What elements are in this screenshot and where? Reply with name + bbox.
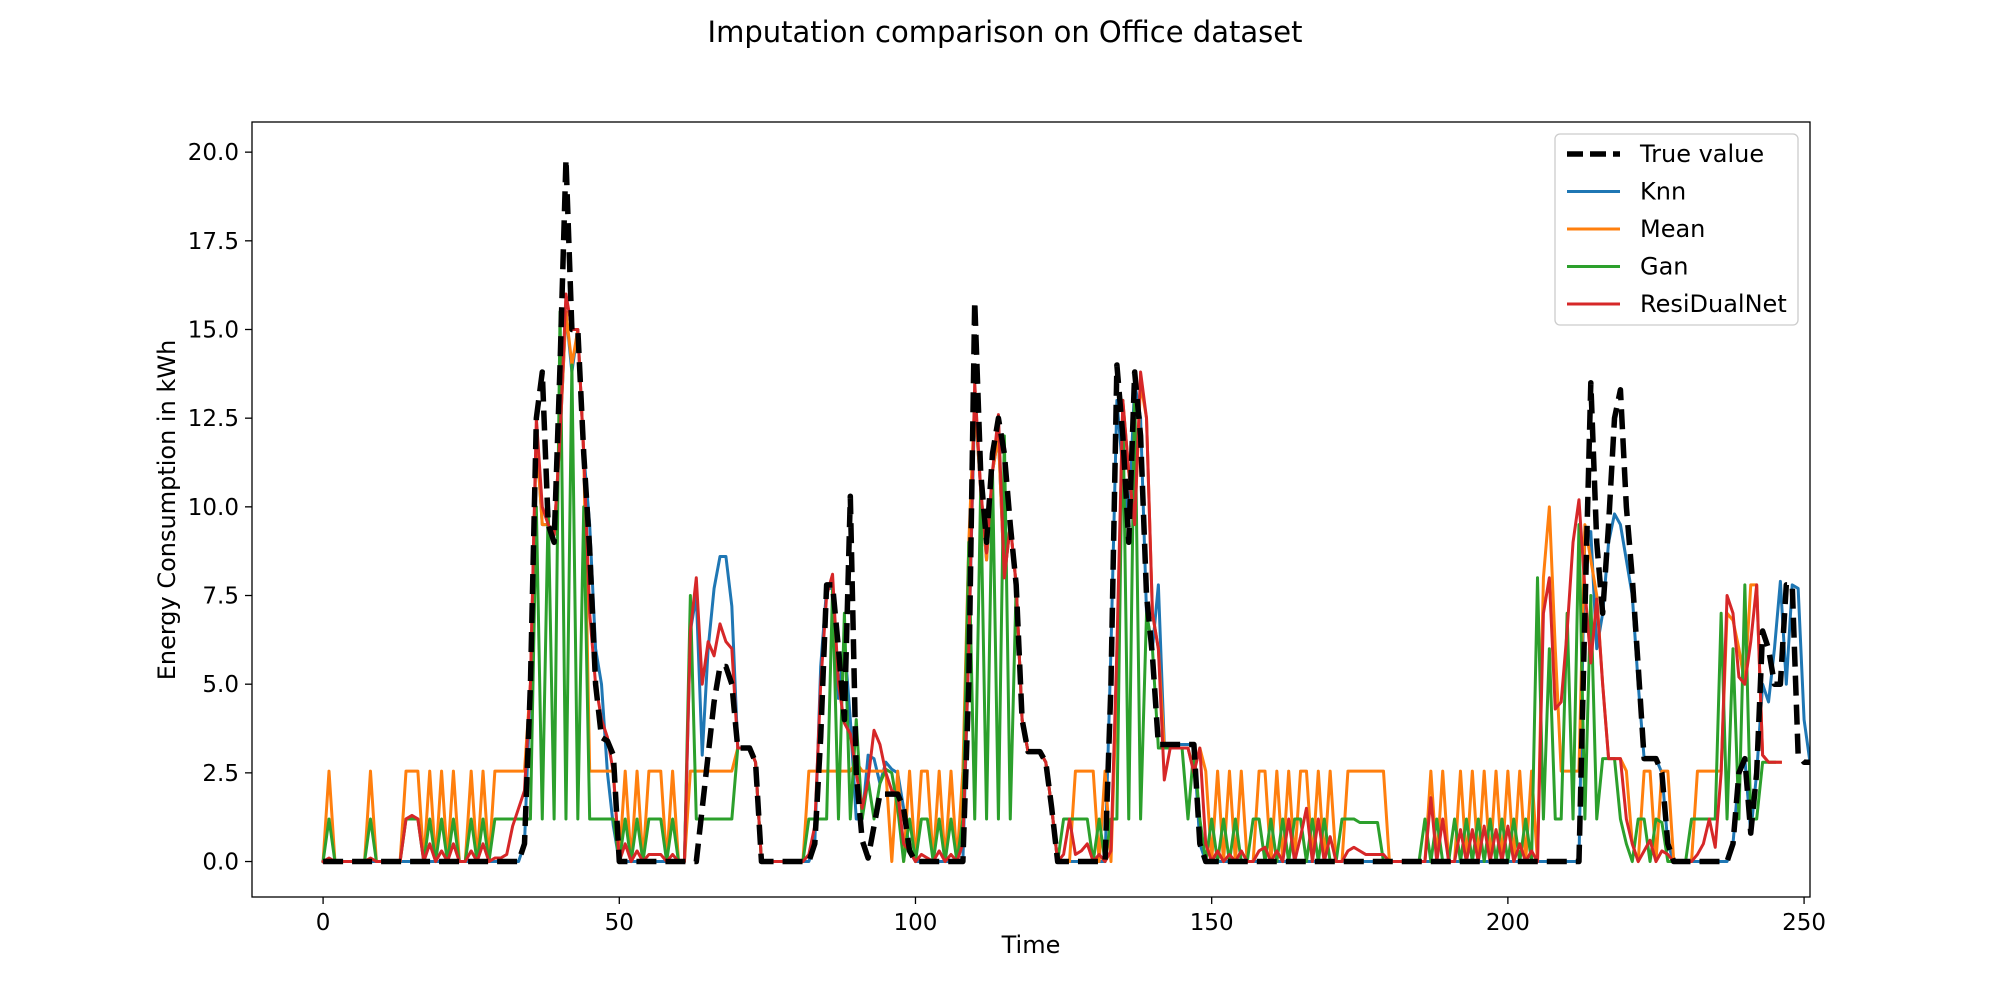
legend-label: True value: [1639, 140, 1764, 168]
x-tick-label: 50: [605, 910, 634, 936]
legend-label: Gan: [1640, 253, 1689, 281]
y-tick-label: 7.5: [202, 584, 239, 610]
y-axis: 0.0 2.5 5.0 7.5 10.0 12.5 15.0 17.5 20.0: [188, 140, 252, 876]
plot-frame: [251, 121, 1811, 898]
y-tick-label: 10.0: [188, 495, 239, 521]
y-tick-label: 2.5: [202, 761, 239, 787]
legend-label: Knn: [1640, 178, 1686, 206]
series-layer: [321, 156, 1810, 865]
y-tick-label: 17.5: [188, 229, 239, 255]
legend-label: ResiDualNet: [1640, 290, 1787, 318]
y-tick-label: 12.5: [188, 406, 239, 432]
x-tick-label: 150: [1190, 910, 1234, 936]
legend-box: [1554, 133, 1799, 326]
legend: True value Knn Mean Gan ResiDualNet: [1554, 133, 1799, 326]
x-tick-label: 100: [894, 910, 938, 936]
y-tick-label: 20.0: [188, 140, 239, 166]
x-tick-label: 250: [1782, 910, 1826, 936]
y-axis-label: Energy Consumption in kWh: [153, 340, 181, 681]
x-tick-label: 200: [1486, 910, 1530, 936]
series-line-true-value: [323, 156, 1810, 865]
y-tick-label: 0.0: [202, 850, 239, 876]
legend-label: Mean: [1640, 215, 1705, 243]
plot-area: [251, 121, 1811, 898]
x-tick-label: 0: [316, 910, 331, 936]
x-axis-label: Time: [1001, 931, 1061, 959]
chart-title: Imputation comparison on Office dataset: [708, 15, 1303, 49]
y-tick-label: 5.0: [202, 672, 239, 698]
x-axis: 0 50 100 150 200 250: [316, 897, 1826, 936]
y-tick-label: 15.0: [188, 317, 239, 343]
